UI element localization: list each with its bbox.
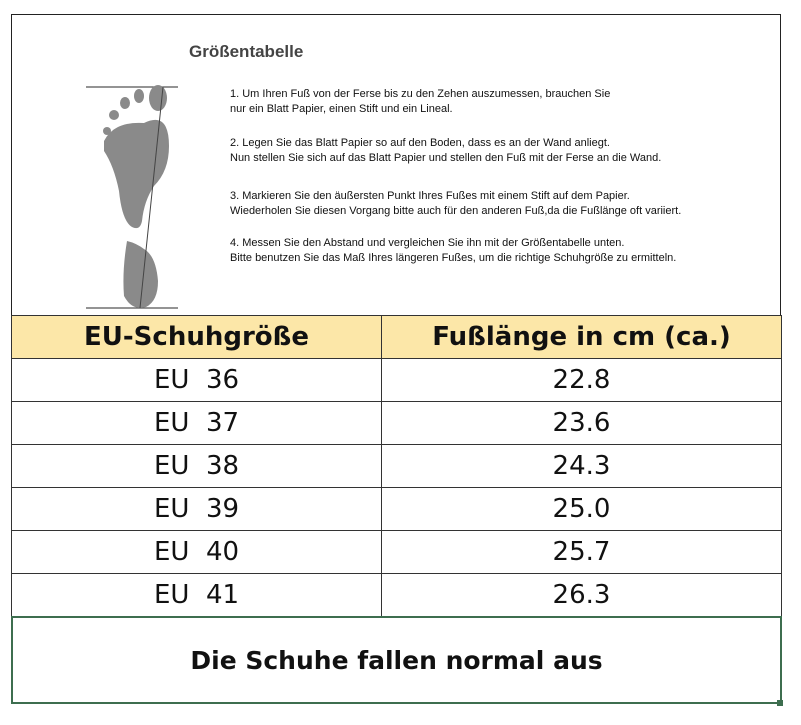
- foot-length: 26.3: [381, 573, 782, 617]
- eu-size: EU 38: [11, 444, 382, 488]
- foot-length: 24.3: [381, 444, 782, 488]
- eu-size: EU 37: [11, 401, 382, 445]
- table-row: EU 38 24.3: [11, 444, 782, 488]
- foot-length: 25.7: [381, 530, 782, 574]
- selection-handle[interactable]: [777, 700, 783, 706]
- table-row: EU 40 25.7: [11, 530, 782, 574]
- table-row: EU 36 22.8: [11, 358, 782, 402]
- instruction-4: 4. Messen Sie den Abstand und vergleiche…: [230, 237, 677, 264]
- table-row: EU 39 25.0: [11, 487, 782, 531]
- instruction-1: 1. Um Ihren Fuß von der Ferse bis zu den…: [230, 88, 611, 115]
- fit-note: Die Schuhe fallen normal aus: [11, 616, 782, 704]
- instruction-2: 2. Legen Sie das Blatt Papier so auf den…: [230, 137, 662, 164]
- foot-measurement-icon: [86, 85, 178, 309]
- table-header: EU-Schuhgröße Fußlänge in cm (ca.): [11, 315, 782, 359]
- size-table: EU-Schuhgröße Fußlänge in cm (ca.) EU 36…: [11, 315, 782, 617]
- instructions-panel: Größentabelle 1. Um Ihren Fuß von der Fe…: [11, 14, 781, 315]
- page-title: Größentabelle: [189, 42, 304, 61]
- table-row: EU 37 23.6: [11, 401, 782, 445]
- table-row: EU 41 26.3: [11, 573, 782, 617]
- foot-length: 23.6: [381, 401, 782, 445]
- foot-length: 25.0: [381, 487, 782, 531]
- eu-size: EU 36: [11, 358, 382, 402]
- header-eu-size: EU-Schuhgröße: [11, 315, 382, 359]
- eu-size: EU 40: [11, 530, 382, 574]
- foot-length: 22.8: [381, 358, 782, 402]
- eu-size: EU 41: [11, 573, 382, 617]
- eu-size: EU 39: [11, 487, 382, 531]
- instruction-3: 3. Markieren Sie den äußersten Punkt Ihr…: [230, 190, 682, 217]
- header-foot-length: Fußlänge in cm (ca.): [381, 315, 782, 359]
